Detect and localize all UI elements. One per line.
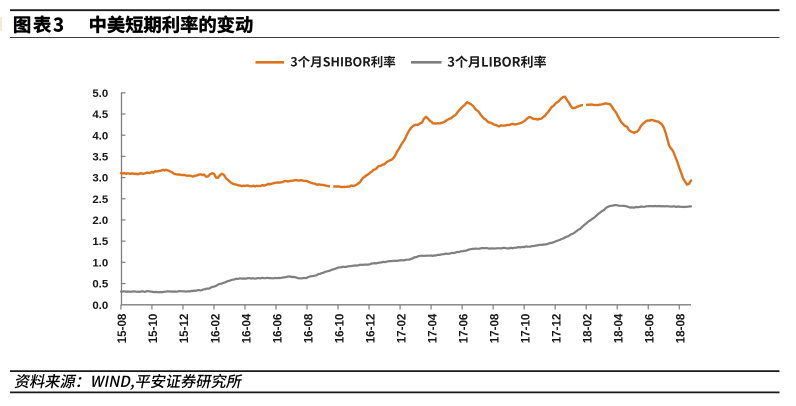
svg-text:16-06: 16-06 [271,313,284,343]
svg-text:17-10: 17-10 [519,314,532,344]
svg-text:18-02: 18-02 [582,314,595,344]
svg-text:15-10: 15-10 [147,314,160,344]
svg-text:16-02: 16-02 [209,314,222,344]
svg-text:2.0: 2.0 [92,215,108,227]
svg-text:1.0: 1.0 [92,257,108,269]
svg-text:1.5: 1.5 [92,236,108,248]
svg-text:18-04: 18-04 [613,313,626,343]
svg-text:18-08: 18-08 [675,313,688,343]
svg-text:17-04: 17-04 [426,313,439,343]
svg-text:16-08: 16-08 [302,313,315,343]
svg-text:3.5: 3.5 [92,152,108,164]
svg-text:5.0: 5.0 [92,88,108,100]
svg-text:4.0: 4.0 [92,130,108,142]
svg-text:16-10: 16-10 [333,314,346,344]
svg-text:18-06: 18-06 [644,313,657,343]
svg-text:17-08: 17-08 [488,313,501,343]
svg-text:17-02: 17-02 [395,314,408,344]
svg-text:4.5: 4.5 [92,109,108,121]
svg-text:3.0: 3.0 [92,173,108,185]
svg-text:17-12: 17-12 [550,314,563,344]
svg-text:2.5: 2.5 [92,194,108,206]
svg-text:15-08: 15-08 [116,313,129,343]
svg-text:16-12: 16-12 [364,314,377,344]
svg-text:16-04: 16-04 [240,313,253,343]
svg-text:0.0: 0.0 [92,300,108,312]
svg-text:17-06: 17-06 [457,313,470,343]
svg-text:0.5: 0.5 [92,279,108,291]
svg-text:15-12: 15-12 [178,314,191,344]
